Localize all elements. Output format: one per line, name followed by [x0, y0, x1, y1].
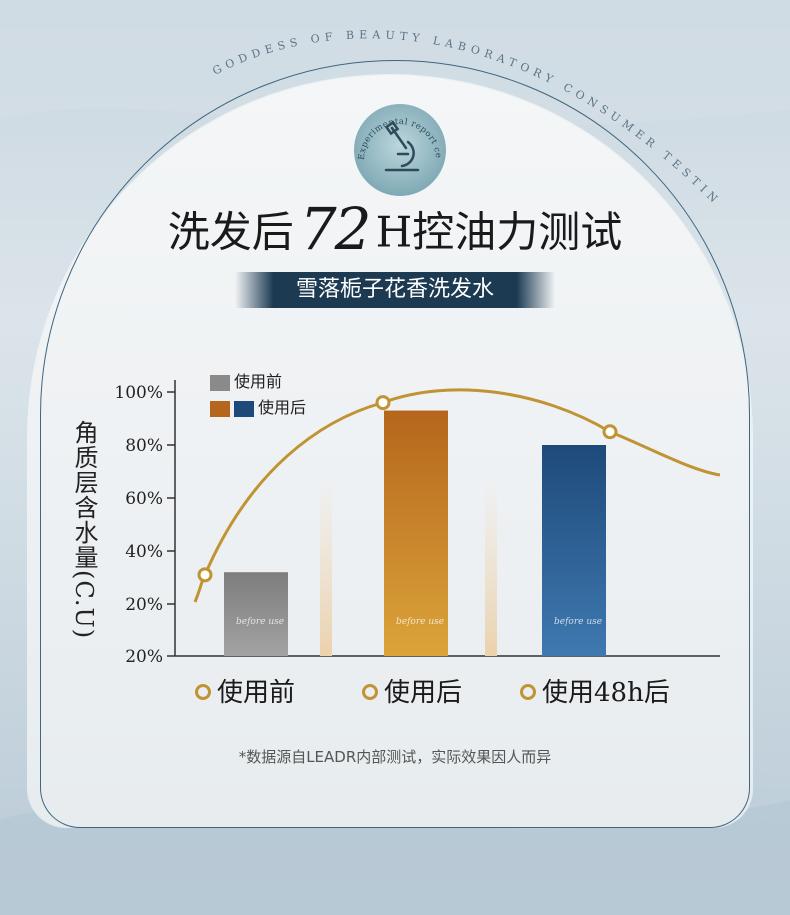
x-category-label: 使用后 — [384, 678, 463, 708]
legend-label-after: 使用后 — [258, 398, 307, 417]
legend-before: 使用前 — [210, 368, 282, 392]
title-number: 72 — [299, 195, 372, 263]
y-tick-label: 20% — [125, 595, 163, 615]
y-tick-label: 100% — [114, 383, 163, 403]
microscope-icon — [384, 120, 420, 172]
legend-after: 使用后 — [210, 394, 306, 418]
footnote: *数据源自LEADR内部测试，实际效果因人而异 — [238, 748, 552, 766]
page-title: 洗发后 72 H控油力测试 — [0, 195, 790, 263]
title-part-2: H控油力测试 — [375, 207, 623, 257]
bar-signature: before use — [396, 617, 444, 627]
ring-icon — [195, 684, 211, 700]
ring-icon — [520, 684, 536, 700]
y-tick-label: 60% — [125, 489, 163, 509]
x-category-after: 使用后 — [362, 672, 462, 709]
certificate-seal: Experimental report certificate — [348, 98, 446, 196]
x-category-48h: 使用48h后 — [520, 672, 670, 709]
bar-signature: before use — [236, 617, 284, 627]
title-part-1: 洗发后 — [167, 207, 294, 257]
x-category-label: 使用前 — [217, 678, 296, 708]
legend-swatch-before — [210, 374, 230, 391]
curve-point-1 — [375, 395, 391, 411]
x-category-before: 使用前 — [195, 672, 295, 709]
y-axis-label: 角质层含水量(C.U) — [70, 420, 98, 640]
legend-label-before: 使用前 — [234, 372, 283, 391]
y-tick-label: 20% — [125, 647, 163, 667]
curve-point-2 — [602, 424, 618, 440]
ring-icon — [362, 684, 378, 700]
x-category-label: 使用48h后 — [542, 678, 670, 708]
bar-signature: before use — [554, 617, 602, 627]
decorative-column — [485, 478, 497, 656]
bar-0 — [224, 572, 288, 656]
curve-point-0 — [197, 567, 213, 583]
arch-outline — [40, 60, 750, 828]
decorative-column — [320, 478, 332, 656]
y-tick-label: 80% — [125, 436, 163, 456]
bar-1 — [384, 410, 448, 656]
legend-swatch-after-orange — [210, 400, 230, 417]
legend-swatch-after-blue — [234, 400, 254, 417]
product-subtitle: 雪落栀子花香洗发水 — [235, 272, 555, 308]
y-tick-label: 40% — [125, 542, 163, 562]
trend-curve — [193, 388, 721, 603]
bar-2 — [542, 445, 606, 656]
